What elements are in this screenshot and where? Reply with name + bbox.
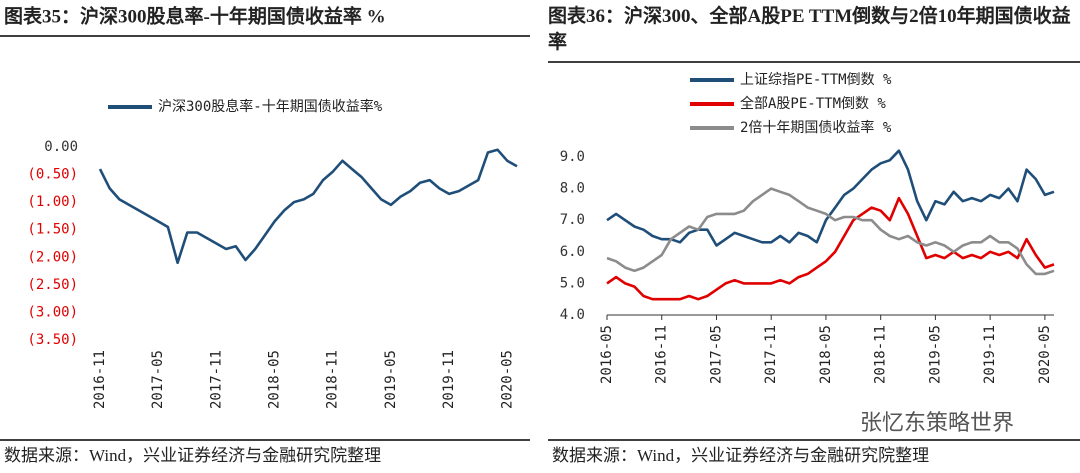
y-tick-label: (0.50) xyxy=(27,167,78,183)
legend-label: 上证综指PE-TTM倒数 % xyxy=(740,72,892,88)
x-tick-label: 2017-11 xyxy=(763,325,779,384)
y-tick-label: 5.0 xyxy=(560,275,585,291)
chart-title: 图表35：沪深300股息率-十年期国债收益率 % xyxy=(4,4,386,27)
x-tick-label: 2018-05 xyxy=(267,350,283,409)
x-tick-label: 2017-05 xyxy=(150,350,166,409)
x-tick-label: 2019-11 xyxy=(982,325,998,384)
x-tick-label: 2017-05 xyxy=(708,325,724,384)
legend-label: 全部A股PE-TTM倒数 % xyxy=(740,95,886,112)
x-tick-label: 2019-05 xyxy=(383,350,399,409)
title-box: 图表36：沪深300、全部A股PE TTM倒数与2倍10年期国债收益率 xyxy=(548,6,1071,53)
y-tick-label: (1.00) xyxy=(27,194,78,210)
y-tick-label: (2.50) xyxy=(27,277,78,293)
y-tick-label: 8.0 xyxy=(560,181,585,197)
y-tick-label: (3.00) xyxy=(27,304,78,320)
y-tick-label: 7.0 xyxy=(560,212,585,228)
x-tick-label: 2016-11 xyxy=(92,350,108,409)
series-line xyxy=(606,187,1055,276)
y-tick-label: 6.0 xyxy=(560,244,585,260)
series-line xyxy=(606,149,1055,247)
source: 数据来源：Wind，兴业证券经济与金融研究院整理 xyxy=(4,446,381,465)
x-tick-label: 2020-05 xyxy=(499,350,515,409)
x-tick-label: 2020-05 xyxy=(1037,325,1053,384)
source: 数据来源：Wind，兴业证券经济与金融研究院整理 xyxy=(552,446,929,465)
y-tick-label: 0.00 xyxy=(44,139,78,155)
y-tick-label: (2.00) xyxy=(27,249,78,265)
watermark: 张忆东策略世界 xyxy=(860,411,1014,436)
chart-title: 图表36：沪深300、全部A股PE TTM倒数与2倍10年期国债收益率 xyxy=(548,6,1071,53)
y-tick-label: (1.50) xyxy=(27,222,78,238)
x-tick-label: 2017-11 xyxy=(208,350,224,409)
series-line xyxy=(606,196,1055,301)
x-tick-label: 2019-05 xyxy=(927,325,943,384)
x-tick-label: 2018-05 xyxy=(818,325,834,384)
legend-label: 沪深300股息率-十年期国债收益率% xyxy=(158,98,383,115)
x-tick-label: 2019-11 xyxy=(441,350,457,409)
x-tick-label: 2018-11 xyxy=(873,325,889,384)
series-line xyxy=(98,148,518,265)
y-tick-label: (3.50) xyxy=(27,332,78,348)
x-tick-label: 2016-05 xyxy=(599,325,615,384)
x-tick-label: 2018-11 xyxy=(325,350,341,409)
y-tick-label: 9.0 xyxy=(560,149,585,165)
x-tick-label: 2016-11 xyxy=(654,325,670,384)
y-tick-label: 4.0 xyxy=(560,307,585,323)
legend-label: 2倍十年期国债收益率 % xyxy=(740,119,892,136)
